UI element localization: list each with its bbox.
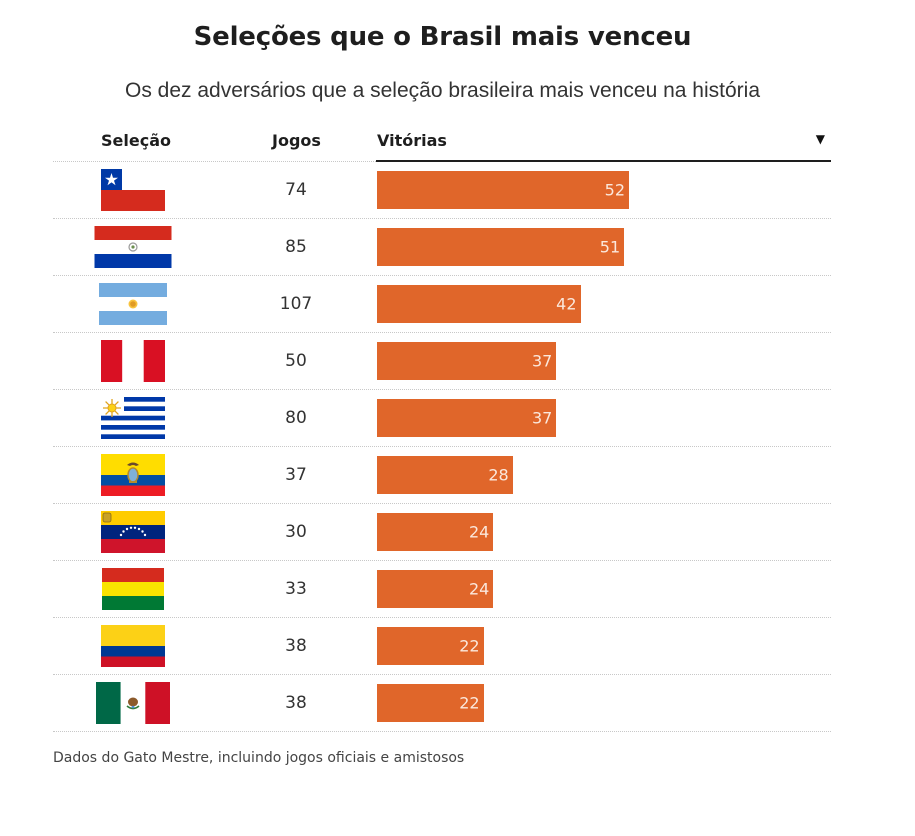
table-row: 74 52 [53,162,831,219]
column-header-jogos[interactable]: Jogos [272,131,321,150]
vitorias-bar: 51 [377,228,625,266]
vitorias-value-label: 52 [604,180,625,200]
vitorias-bar: 24 [377,570,494,608]
jogos-value: 33 [285,579,307,599]
vitorias-value-label: 22 [459,636,480,656]
argentina-flag-icon [99,283,167,325]
jogos-value: 80 [285,408,307,428]
jogos-value: 38 [285,693,307,713]
sort-descending-icon[interactable]: ▼ [815,132,825,146]
chart-subtitle: Os dez adversários que a seleção brasile… [125,79,760,102]
jogos-value: 37 [285,465,307,485]
table-header: Seleção Jogos Vitórias ▼ [53,124,831,162]
peru-flag-icon [101,340,165,382]
vitorias-value-label: 22 [459,693,480,713]
source-note: Dados do Gato Mestre, incluindo jogos of… [53,750,465,766]
table-row: 80 37 [53,390,831,447]
jogos-value: 74 [285,180,307,200]
venezuela-flag-icon [101,511,165,553]
jogos-value: 107 [279,294,313,314]
table-row: 50 37 [53,333,831,390]
vitorias-value-label: 42 [556,294,577,314]
vitorias-value-label: 37 [531,351,553,371]
vitorias-value-label: 24 [468,579,490,599]
table-row: 33 24 [53,561,831,618]
colombia-flag-icon [101,625,165,667]
vitorias-bar: 28 [377,456,513,494]
table-row: 30 24 [53,504,831,561]
chart-title: Seleções que o Brasil mais venceu [193,22,692,52]
paraguay-flag-icon [94,226,172,268]
vitorias-value-label: 24 [468,522,490,542]
vitorias-bar: 24 [377,513,494,551]
table-row: 38 22 [53,675,831,732]
vitorias-bar: 22 [377,627,484,665]
vitorias-value-label: 37 [531,408,553,428]
vitorias-value-label: 51 [599,237,621,257]
vitorias-bar: 22 [377,684,484,722]
column-header-vitorias[interactable]: Vitórias [377,131,447,150]
table-row: 85 51 [53,219,831,276]
sorted-column-underline [376,160,831,162]
vitorias-value-label: 28 [488,465,509,485]
header-divider [53,161,376,162]
wins-table: Seleção Jogos Vitórias ▼ 74 52 85 51 107 42 50… [53,124,831,732]
mexico-flag-icon [96,682,170,724]
table-body: 74 52 85 51 107 42 50 37 80 37 37 28 30 24 33 24 38 22 38 2… [53,162,831,732]
ecuador-flag-icon [101,454,165,496]
vitorias-bar: 37 [377,342,557,380]
jogos-value: 85 [285,237,307,257]
vitorias-bar: 52 [377,171,629,209]
vitorias-bar: 37 [377,399,557,437]
uruguay-flag-icon [101,397,165,439]
bolivia-flag-icon [102,568,164,610]
table-row: 107 42 [53,276,831,333]
jogos-value: 30 [285,522,307,542]
chile-flag-icon [101,169,165,211]
jogos-value: 50 [285,351,307,371]
table-row: 38 22 [53,618,831,675]
jogos-value: 38 [285,636,307,656]
column-header-selecao[interactable]: Seleção [101,131,171,150]
table-row: 37 28 [53,447,831,504]
vitorias-bar: 42 [377,285,581,323]
